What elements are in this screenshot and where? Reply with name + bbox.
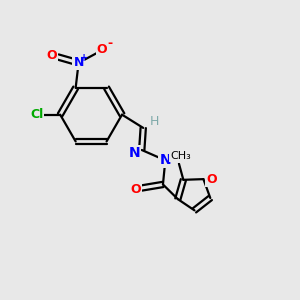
Text: H: H	[150, 115, 159, 128]
Text: H: H	[175, 148, 184, 161]
Text: O: O	[47, 49, 57, 62]
Text: N: N	[160, 153, 171, 167]
Text: N: N	[129, 146, 140, 160]
Text: O: O	[130, 183, 141, 196]
Text: CH₃: CH₃	[170, 151, 191, 161]
Text: +: +	[80, 52, 88, 63]
Text: O: O	[97, 43, 107, 56]
Text: -: -	[107, 37, 113, 50]
Text: N: N	[74, 56, 84, 69]
Text: Cl: Cl	[30, 108, 43, 121]
Text: O: O	[206, 172, 217, 186]
